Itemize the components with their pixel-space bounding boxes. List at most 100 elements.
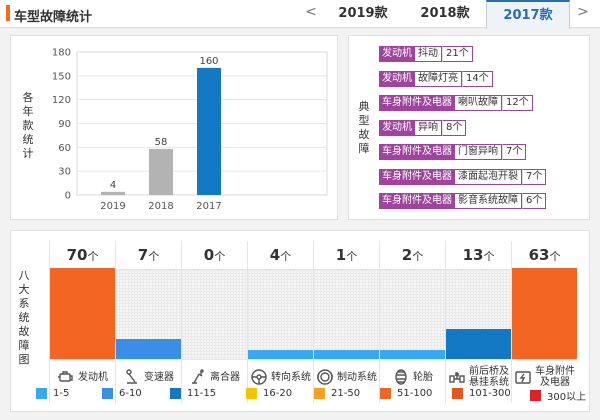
system-fault-count: 2个 xyxy=(380,241,445,269)
system-column-7[interactable]: 63个车身附件 及电器 xyxy=(511,241,577,403)
fault-item[interactable]: 发动机 故障灯亮 14个 xyxy=(379,70,493,87)
system-level-fill xyxy=(380,349,445,359)
legend-swatch xyxy=(170,388,181,399)
system-column-4[interactable]: 1个 制动系统 xyxy=(313,241,379,403)
system-level-area xyxy=(248,269,313,360)
x-tick-label: 2018 xyxy=(148,201,173,212)
count-unit: 个 xyxy=(346,250,358,263)
fault-description: 异响 xyxy=(415,119,442,136)
fault-category-tag: 车身附件及电器 xyxy=(379,168,455,185)
count-unit: 个 xyxy=(148,250,160,263)
fault-item[interactable]: 发动机 抖动 21个 xyxy=(379,46,473,62)
gear-shift-icon xyxy=(123,368,141,386)
legend-item: 300以上 xyxy=(530,388,586,403)
system-column-0[interactable]: 70个发动机 xyxy=(49,241,115,403)
legend-label: 300以上 xyxy=(547,392,587,403)
system-fault-count: 4个 xyxy=(248,241,313,269)
legend-swatch xyxy=(314,388,325,399)
next-arrow-icon[interactable]: > xyxy=(577,4,589,20)
bar-2017[interactable] xyxy=(197,67,221,195)
fault-item[interactable]: 车身附件及电器 门窗异响 7个 xyxy=(379,144,527,160)
legend-item: 11-15 xyxy=(170,388,216,399)
prev-arrow-icon[interactable]: < xyxy=(305,4,317,20)
y-tick-label: 90 xyxy=(58,119,71,130)
legend-label: 16-20 xyxy=(263,388,293,399)
count-number: 1 xyxy=(335,246,347,264)
legend-swatch xyxy=(530,390,541,401)
count-unit: 个 xyxy=(87,250,99,263)
system-column-5[interactable]: 2个轮胎 xyxy=(379,241,445,403)
bar-value-label: 58 xyxy=(155,137,168,148)
system-column-3[interactable]: 4个 转向系统 xyxy=(247,241,313,403)
legend-item: 16-20 xyxy=(246,388,292,399)
system-fault-count: 7个 xyxy=(116,241,181,269)
bar-2018[interactable] xyxy=(149,148,173,195)
fault-category-tag: 车身附件及电器 xyxy=(379,95,455,111)
legend-swatch xyxy=(102,388,113,399)
system-label: 离合器 xyxy=(182,360,247,394)
y-tick-label: 0 xyxy=(65,191,71,202)
color-legend: 1-5 6-10 11-15 16-20 21-50 51-100 101-300 300以上 xyxy=(36,388,596,404)
legend-label: 21-50 xyxy=(331,388,361,399)
system-name: 发动机 xyxy=(78,371,108,383)
system-level-area xyxy=(512,268,577,360)
system-label: 变速器 xyxy=(116,360,181,394)
legend-item: 6-10 xyxy=(102,388,142,399)
engine-icon xyxy=(57,368,75,386)
fault-category-tag: 发动机 xyxy=(379,46,415,62)
legend-item: 1-5 xyxy=(36,388,69,399)
y-tick-label: 150 xyxy=(52,71,71,82)
system-column-6[interactable]: 13个 前后桥及 悬挂系统 xyxy=(445,241,511,403)
count-unit: 个 xyxy=(214,250,226,263)
system-level-area xyxy=(50,268,115,360)
system-name: 离合器 xyxy=(210,371,240,383)
fault-item[interactable]: 车身附件及电器 漆面起泡开裂 7个 xyxy=(379,168,547,185)
x-tick-label: 2019 xyxy=(100,201,125,212)
page-title: 车型故障统计 xyxy=(14,10,93,25)
count-number: 63 xyxy=(528,246,550,264)
y-tick-label: 120 xyxy=(52,95,71,106)
system-column-2[interactable]: 0个离合器 xyxy=(181,241,247,403)
system-name: 变速器 xyxy=(144,371,174,383)
system-label: 车身附件 及电器 xyxy=(512,360,577,394)
fault-description: 影音系统故障 xyxy=(455,193,522,209)
bar-2019[interactable] xyxy=(101,191,125,195)
fault-category-tag: 发动机 xyxy=(379,70,415,87)
system-label: 发动机 xyxy=(50,360,115,394)
legend-label: 101-300 xyxy=(469,388,511,399)
count-number: 0 xyxy=(203,246,215,264)
tab-2018[interactable]: 2018款 xyxy=(420,6,470,21)
system-level-fill xyxy=(446,328,511,359)
fault-category-tag: 发动机 xyxy=(379,119,415,136)
count-unit: 个 xyxy=(280,250,292,263)
eight-systems-panel: 八大系统故障图 70个 发动机 7个 变速器 0个 离合器 4个 转向系统 1个 制动系统 2个 轮胎… xyxy=(10,230,590,412)
system-fault-count: 0个 xyxy=(182,241,247,269)
fault-count: 21个 xyxy=(442,46,473,62)
system-level-fill xyxy=(116,338,181,359)
fault-description: 漆面起泡开裂 xyxy=(455,168,522,185)
system-fault-count: 70个 xyxy=(50,241,115,269)
tab-2017-active[interactable]: 2017款 xyxy=(486,0,570,29)
y-tick-label: 30 xyxy=(58,167,71,178)
tab-2019[interactable]: 2019款 xyxy=(338,6,388,21)
tire-icon xyxy=(392,368,410,386)
system-column-1[interactable]: 7个变速器 xyxy=(115,241,181,403)
system-level-area xyxy=(314,269,379,360)
legend-swatch xyxy=(246,388,257,399)
count-unit: 个 xyxy=(483,250,495,263)
count-number: 4 xyxy=(269,246,281,264)
fault-item[interactable]: 车身附件及电器 影音系统故障 6个 xyxy=(379,193,547,209)
fault-description: 故障灯亮 xyxy=(415,70,462,87)
system-label: 轮胎 xyxy=(380,360,445,394)
clutch-icon xyxy=(189,368,207,386)
count-unit: 个 xyxy=(549,250,561,263)
count-number: 13 xyxy=(462,246,484,264)
eight-systems-label: 八大系统故障图 xyxy=(18,269,30,366)
count-number: 2 xyxy=(401,246,413,264)
fault-count: 6个 xyxy=(522,193,547,209)
legend-swatch xyxy=(452,388,463,399)
fault-item[interactable]: 发动机 异响 8个 xyxy=(379,119,467,136)
fault-item[interactable]: 车身附件及电器 喇叭故障 12个 xyxy=(379,95,533,111)
typical-faults-panel: 典型故障 发动机 抖动 21个 发动机 故障灯亮 14个 车身附件及电器 喇叭故障 12个 发动机… xyxy=(348,35,590,220)
